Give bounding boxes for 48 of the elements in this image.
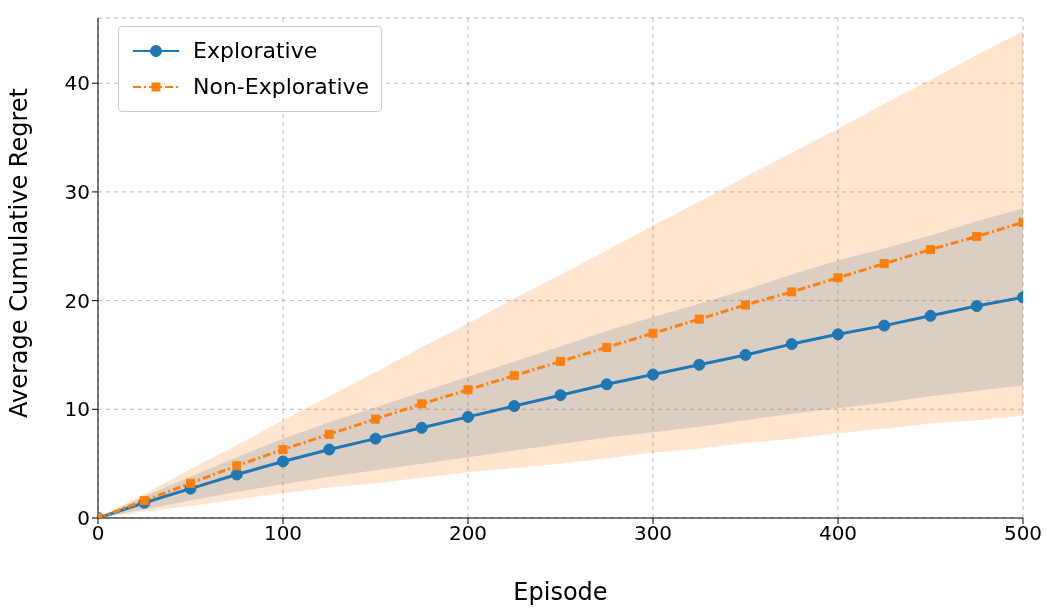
point [554, 389, 567, 402]
x-tick-label: 200 [448, 521, 488, 546]
point [833, 273, 843, 283]
point [230, 468, 243, 481]
point [556, 356, 565, 366]
point [970, 300, 983, 313]
point [693, 358, 706, 371]
point [278, 445, 288, 455]
y-tick-label: 30 [64, 180, 90, 205]
point [509, 371, 519, 381]
point [508, 400, 521, 413]
point [741, 300, 750, 310]
point [926, 245, 935, 255]
x-tick-label: 300 [633, 521, 673, 546]
point [232, 461, 242, 471]
y-axis-title: Average Cumulative Regret [4, 88, 33, 418]
point [785, 338, 798, 351]
point [647, 368, 659, 381]
point [415, 421, 428, 434]
point [600, 378, 613, 391]
point [369, 432, 382, 445]
point [924, 309, 937, 322]
point [323, 443, 336, 456]
x-axis-title: Episode [513, 578, 608, 606]
point [694, 314, 704, 324]
point [879, 259, 889, 269]
point [832, 328, 844, 341]
point [186, 478, 195, 488]
y-tick-label: 10 [64, 397, 90, 422]
point [277, 455, 289, 468]
point [417, 399, 427, 409]
point [739, 348, 752, 361]
point [648, 328, 658, 338]
legend-label: Explorative [193, 37, 318, 65]
y-tick-label: 40 [64, 71, 90, 96]
point [602, 342, 612, 352]
point [324, 429, 334, 439]
point [972, 231, 982, 241]
x-tick-label: 400 [818, 521, 858, 546]
point [463, 385, 473, 395]
x-tick-label: 100 [263, 521, 303, 546]
point [462, 410, 474, 423]
point [878, 319, 891, 332]
point [371, 414, 380, 424]
x-tick-label: 500 [1003, 521, 1043, 546]
legend-label: Non-Explorative [193, 73, 370, 101]
y-tick-label: 20 [64, 288, 90, 313]
point [787, 287, 797, 297]
